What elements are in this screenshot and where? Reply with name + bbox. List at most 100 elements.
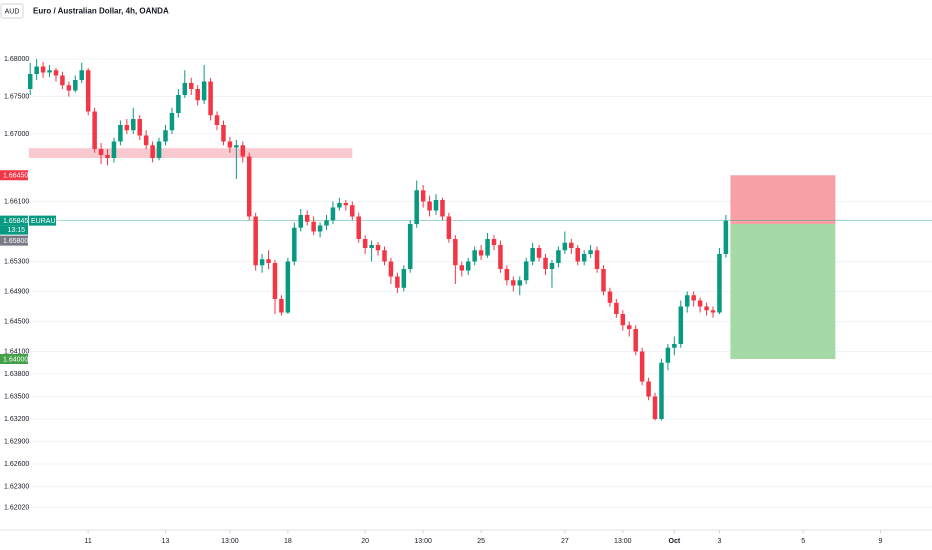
candle-body: [511, 280, 516, 286]
candle-body: [118, 125, 123, 142]
last-price-label: 1.65845: [3, 218, 28, 225]
y-tick-label: 1.64100: [4, 348, 29, 355]
candle-body: [375, 245, 381, 251]
candle-body: [143, 135, 149, 146]
x-tick-label: 9: [879, 538, 883, 545]
entry-label: 1.65800: [3, 238, 28, 245]
candle-body: [614, 302, 619, 314]
candle-body: [581, 254, 587, 262]
x-tick-label: 18: [284, 538, 292, 545]
candle-body: [465, 261, 471, 271]
candle-body: [478, 250, 484, 256]
candle-body: [472, 250, 477, 262]
candle-body: [556, 250, 561, 263]
supply-zone: [28, 148, 353, 158]
candle-body: [201, 81, 207, 101]
candle-body: [652, 396, 658, 419]
currency-box[interactable]: [0, 3, 24, 19]
x-tick-label: 5: [801, 538, 805, 545]
candle-body: [73, 80, 78, 91]
candle-body: [388, 261, 394, 277]
y-tick-label: 1.68000: [4, 56, 29, 63]
candle-body: [672, 344, 677, 348]
candle-body: [523, 261, 529, 281]
countdown-box: [0, 225, 28, 235]
candle-body: [588, 250, 593, 254]
candle-body: [659, 362, 664, 419]
candle-body: [266, 259, 271, 263]
candle-body: [343, 203, 349, 206]
y-tick-label: 1.62900: [4, 438, 29, 445]
candle-body: [98, 149, 104, 155]
candle-body: [491, 239, 497, 245]
y-tick-label: 1.64900: [4, 288, 29, 295]
candle-body: [208, 81, 213, 116]
candle-body: [324, 220, 329, 226]
candle-body: [85, 70, 91, 112]
candle-body: [234, 145, 239, 148]
plot-layer: [27, 59, 729, 421]
candle-body: [498, 245, 503, 269]
candle-body: [646, 381, 651, 397]
candle-body: [723, 220, 729, 254]
candle-body: [453, 239, 458, 266]
candle-body: [362, 239, 368, 248]
candle-body: [710, 310, 716, 313]
candle-body: [549, 263, 555, 269]
candle-body: [27, 74, 33, 89]
candle-body: [504, 269, 510, 281]
candle-body: [594, 250, 600, 269]
label-layer: 1.68000 1.67500 1.67000 1.66100 1.65300 1.649…: [0, 56, 883, 545]
candle-body: [188, 83, 194, 89]
candle-body: [717, 254, 722, 313]
target-area: [730, 224, 836, 359]
candle-body: [382, 250, 387, 262]
entry-label-box: [0, 235, 28, 246]
candle-body: [246, 156, 252, 217]
candle-body: [337, 203, 342, 208]
candle-body: [697, 300, 703, 307]
candle-body: [176, 95, 181, 113]
x-tick-label: 11: [85, 538, 92, 545]
candle-body: [240, 145, 246, 157]
candle-body: [684, 295, 690, 307]
target-label: 1.64000: [3, 356, 28, 363]
y-tick-label: 1.65300: [4, 258, 29, 265]
chart-title: Euro / Australian Dollar, 4h, OANDA: [33, 7, 169, 16]
candle-body: [182, 83, 188, 95]
candle-body: [92, 111, 97, 149]
x-tick-label: 3: [717, 538, 721, 545]
y-tick-label: 1.63800: [4, 371, 29, 378]
candle-body: [137, 119, 142, 136]
candle-body: [105, 155, 110, 158]
currency[interactable]: AUD: [5, 8, 20, 15]
stop-label: 1.66450: [3, 173, 28, 180]
candle-body: [665, 347, 671, 363]
x-tick-label: Oct: [669, 538, 681, 545]
candle-body: [517, 280, 523, 286]
candle-body: [66, 85, 72, 91]
candle-body: [272, 263, 278, 299]
candle-body: [446, 216, 452, 239]
candle-body: [691, 295, 696, 301]
candle-body: [633, 329, 638, 352]
y-tick-label: 1.62020: [4, 504, 29, 511]
candle-body: [401, 269, 407, 288]
candle-body: [607, 291, 613, 303]
candle-body: [304, 215, 310, 222]
candle-body: [543, 257, 548, 269]
candle-body: [150, 145, 155, 158]
x-tick-label: 13: [162, 538, 170, 545]
candle-body: [131, 119, 136, 131]
candle-body: [163, 130, 168, 142]
countdown: 13:15: [7, 227, 25, 234]
y-tick-label: 1.64500: [4, 318, 29, 325]
y-tick-label: 1.67000: [4, 131, 29, 138]
y-tick-label: 1.66100: [4, 198, 29, 205]
candle-body: [350, 205, 355, 217]
candle-body: [298, 215, 304, 228]
candle-body: [253, 216, 258, 266]
candle-body: [356, 216, 361, 239]
candle-body: [420, 190, 426, 202]
